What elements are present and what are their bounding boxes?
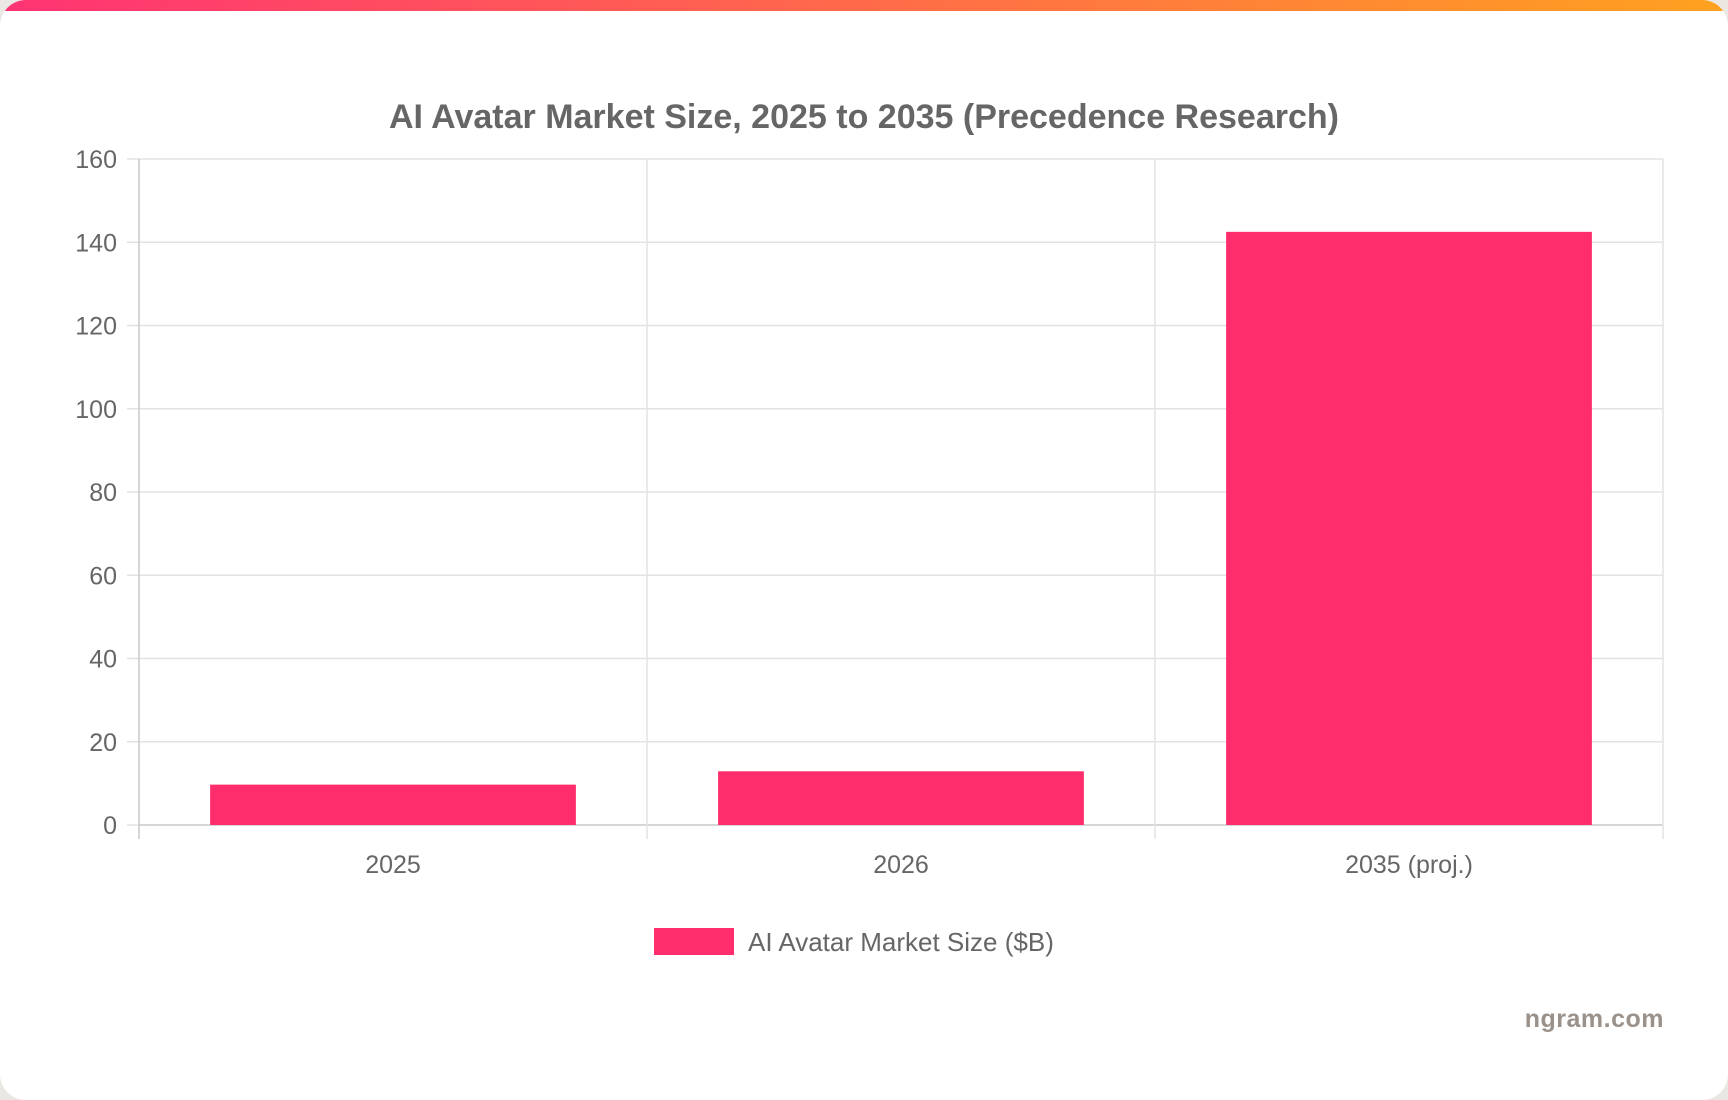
y-tick-label: 120 [75, 313, 117, 341]
legend-label: AI Avatar Market Size ($B) [748, 927, 1054, 957]
watermark-text: ngram.com [1524, 1005, 1664, 1033]
y-tick-label: 140 [75, 229, 117, 257]
bars [210, 231, 1592, 825]
bar[interactable] [1226, 231, 1592, 825]
y-tick-label: 60 [89, 562, 117, 590]
accent-top-bar [0, 0, 1728, 11]
bar[interactable] [718, 771, 1084, 825]
y-tick-label: 0 [103, 812, 117, 840]
bar[interactable] [210, 784, 576, 825]
legend-swatch [654, 928, 734, 955]
y-tick-label: 40 [89, 646, 117, 674]
x-tick-label: 2025 [365, 851, 421, 879]
y-tick-label: 80 [89, 479, 117, 507]
x-tick-label: 2026 [873, 851, 929, 879]
y-tick-label: 20 [89, 729, 117, 757]
tick-labels: 0 20 40 60 80 100 120 140 160 2025 2026 2035 (proj.… [75, 146, 1473, 879]
y-tick-label: 160 [75, 146, 117, 174]
legend[interactable]: AI Avatar Market Size ($B) [654, 927, 1054, 957]
chart-title: AI Avatar Market Size, 2025 to 2035 (Pre… [389, 98, 1339, 136]
y-tick-label: 100 [75, 396, 117, 424]
x-tick-label: 2035 (proj.) [1345, 851, 1473, 879]
